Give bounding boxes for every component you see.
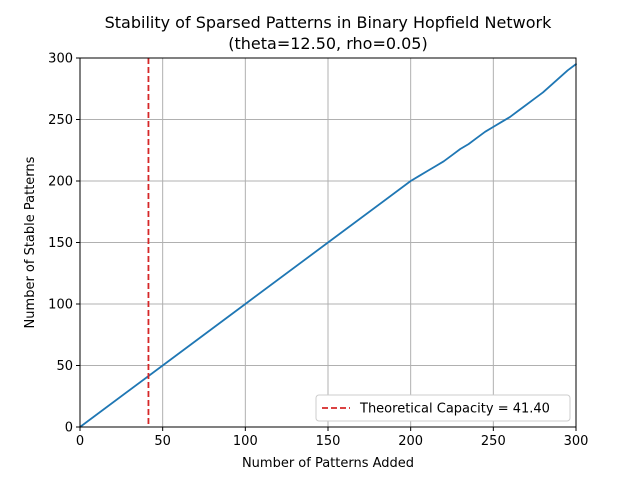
x-tick-label: 50 — [154, 434, 171, 449]
y-axis-label: Number of Stable Patterns — [23, 156, 38, 328]
x-tick-label: 0 — [76, 434, 84, 449]
chart-title: Stability of Sparsed Patterns in Binary … — [105, 13, 552, 32]
data-layer — [79, 58, 577, 428]
x-tick-label: 250 — [481, 434, 506, 449]
axis-ticks: 0 50 100 150 200 250 300 0 50 100 150 200 250 300 — [48, 52, 588, 450]
x-axis-label: Number of Patterns Added — [242, 456, 414, 471]
x-tick-label: 150 — [316, 434, 341, 449]
legend-box — [315, 394, 571, 422]
y-tick-label: 200 — [48, 175, 73, 190]
chart-subtitle: (theta=12.50, rho=0.05) — [228, 34, 427, 53]
y-tick-label: 0 — [65, 421, 73, 436]
legend-label-theoretical-capacity: Theoretical Capacity = 41.40 — [359, 402, 550, 417]
x-tick-label: 300 — [564, 434, 589, 449]
y-tick-label: 250 — [48, 113, 73, 128]
x-tick-label: 100 — [233, 434, 258, 449]
legend: Theoretical Capacity = 41.40 — [315, 394, 571, 422]
y-tick-label: 300 — [48, 52, 73, 67]
x-tick-label: 200 — [398, 434, 423, 449]
y-tick-label: 150 — [48, 236, 73, 251]
y-tick-label: 100 — [48, 298, 73, 313]
series-line-0 — [79, 63, 577, 428]
y-tick-label: 50 — [56, 359, 73, 374]
